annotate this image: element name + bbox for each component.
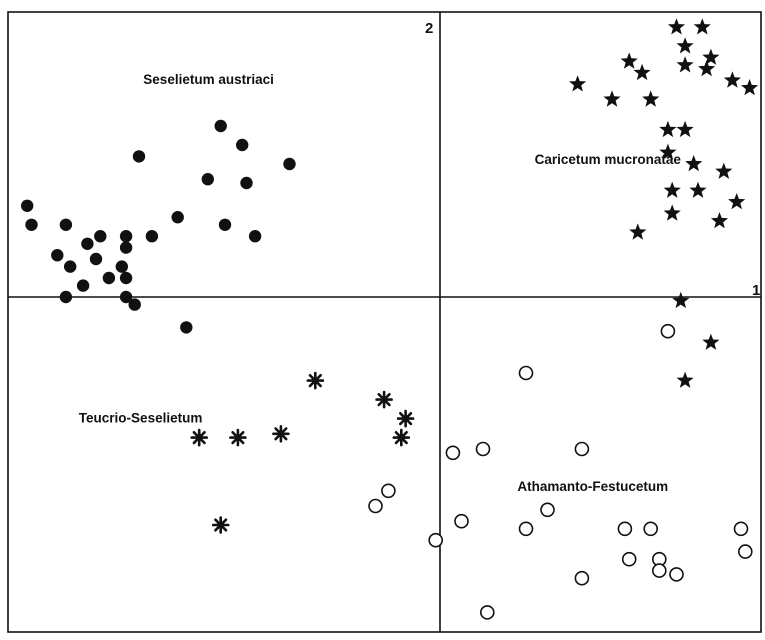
data-point bbox=[94, 230, 107, 243]
data-point bbox=[629, 223, 647, 240]
data-point bbox=[272, 425, 290, 443]
data-point bbox=[518, 365, 534, 381]
data-point bbox=[710, 212, 729, 229]
data-point bbox=[119, 290, 133, 304]
data-point bbox=[445, 445, 461, 461]
data-point bbox=[201, 173, 214, 186]
data-point bbox=[396, 409, 415, 428]
data-point bbox=[25, 218, 38, 231]
data-point bbox=[676, 37, 694, 54]
series-1 bbox=[569, 18, 759, 388]
data-point bbox=[428, 532, 444, 548]
data-point bbox=[617, 521, 633, 537]
data-point bbox=[59, 290, 73, 304]
series-0 bbox=[21, 119, 296, 334]
data-point bbox=[685, 155, 703, 172]
data-point bbox=[59, 218, 73, 231]
data-point bbox=[715, 162, 733, 179]
data-point bbox=[283, 157, 296, 171]
data-point bbox=[603, 90, 621, 107]
data-point bbox=[89, 252, 103, 266]
data-point bbox=[698, 60, 716, 77]
data-point bbox=[659, 143, 677, 160]
data-point bbox=[475, 441, 491, 457]
data-point bbox=[663, 204, 681, 221]
data-point bbox=[633, 63, 651, 81]
data-point bbox=[218, 218, 232, 231]
data-point bbox=[454, 513, 469, 529]
data-point bbox=[229, 428, 247, 447]
group-label: Teucrio-Seselietum bbox=[79, 410, 203, 425]
data-point bbox=[518, 521, 534, 537]
axis-1-number: 1 bbox=[752, 282, 760, 299]
plot-frame bbox=[7, 11, 762, 633]
group-label: Athamanto-Festucetum bbox=[517, 479, 668, 494]
data-point bbox=[392, 428, 411, 447]
data-point bbox=[702, 48, 720, 65]
data-point bbox=[171, 211, 184, 224]
data-point bbox=[102, 271, 116, 285]
data-point bbox=[643, 521, 659, 537]
data-point bbox=[368, 498, 383, 514]
data-point bbox=[569, 75, 587, 92]
data-point bbox=[119, 271, 133, 285]
data-point bbox=[540, 502, 555, 518]
data-point bbox=[145, 230, 159, 243]
data-point bbox=[620, 52, 638, 69]
data-point bbox=[689, 181, 707, 198]
data-point bbox=[574, 570, 590, 586]
data-point bbox=[375, 390, 393, 409]
data-point bbox=[21, 199, 34, 212]
series-3 bbox=[368, 323, 753, 620]
data-point bbox=[737, 544, 753, 559]
data-point bbox=[574, 441, 590, 457]
data-point bbox=[76, 279, 90, 292]
data-point bbox=[381, 483, 396, 499]
data-point bbox=[236, 138, 249, 152]
data-point bbox=[676, 120, 694, 138]
data-point bbox=[676, 56, 694, 73]
data-point bbox=[248, 230, 262, 243]
data-point bbox=[119, 230, 133, 243]
data-point bbox=[132, 150, 146, 163]
data-point bbox=[733, 521, 749, 537]
data-point bbox=[63, 260, 77, 273]
data-point bbox=[693, 18, 711, 35]
data-point bbox=[660, 323, 676, 339]
data-point bbox=[180, 321, 193, 334]
data-point bbox=[663, 181, 681, 198]
data-point bbox=[676, 371, 694, 388]
data-point bbox=[115, 260, 128, 273]
series-2 bbox=[190, 371, 415, 534]
data-point bbox=[651, 563, 667, 578]
data-point bbox=[240, 176, 253, 190]
data-point bbox=[741, 79, 759, 96]
axis-2-number: 2 bbox=[425, 20, 433, 37]
data-point bbox=[211, 516, 230, 534]
data-point bbox=[479, 605, 495, 620]
data-point bbox=[190, 428, 208, 447]
data-point bbox=[51, 249, 64, 262]
data-point bbox=[672, 291, 690, 309]
group-label: Caricetum mucronatae bbox=[535, 152, 682, 167]
data-point bbox=[659, 120, 677, 138]
data-point bbox=[128, 298, 141, 311]
data-point bbox=[81, 237, 94, 250]
data-point bbox=[214, 119, 227, 133]
data-point bbox=[702, 333, 720, 350]
data-point bbox=[119, 241, 133, 254]
data-point bbox=[306, 371, 325, 390]
data-point bbox=[667, 18, 686, 35]
data-point bbox=[621, 551, 637, 567]
group-label: Seselietum austriaci bbox=[143, 72, 274, 87]
data-point bbox=[728, 193, 746, 210]
data-point bbox=[642, 90, 660, 107]
data-point bbox=[723, 71, 741, 88]
data-point bbox=[669, 567, 684, 582]
